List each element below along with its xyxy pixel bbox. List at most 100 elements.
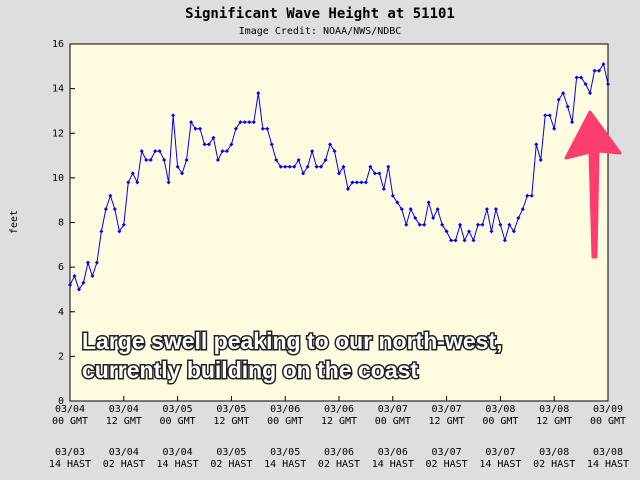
point: [260, 126, 265, 131]
x-tick-label-local: 03/08 14 HAST: [586, 447, 630, 470]
point: [413, 216, 418, 221]
y-tick-label: 2: [58, 351, 64, 362]
point: [601, 62, 606, 67]
x-tick-label-local: 03/04 02 HAST: [102, 447, 145, 470]
x-tick-label: 03/07 00 GMT: [374, 404, 411, 427]
annotation: Large swell peaking to our north-west,: [82, 328, 502, 354]
point: [489, 229, 494, 234]
x-tick-label: 03/07 12 GMT: [428, 404, 465, 427]
point: [395, 200, 400, 205]
point: [139, 149, 144, 154]
point: [117, 229, 122, 234]
point: [81, 280, 86, 285]
point: [76, 287, 81, 292]
point: [99, 229, 104, 234]
point: [543, 113, 548, 118]
x-tick-label-local: 03/08 02 HAST: [533, 447, 576, 470]
point: [484, 207, 489, 212]
x-tick-label: 03/09 00 GMT: [589, 404, 627, 427]
point: [148, 158, 153, 163]
point: [453, 238, 458, 243]
x-tick-label: 03/05 00 GMT: [159, 404, 196, 427]
point: [269, 142, 274, 147]
point: [435, 207, 440, 212]
point: [431, 216, 436, 221]
point: [85, 260, 90, 265]
point: [144, 158, 149, 163]
point: [112, 207, 117, 212]
point: [516, 216, 521, 221]
point: [588, 91, 593, 96]
annotation: currently building on the coast: [82, 357, 418, 383]
point: [538, 158, 543, 163]
point: [404, 222, 409, 227]
point: [72, 274, 77, 279]
point: [310, 149, 315, 154]
point: [422, 222, 427, 227]
x-tick-label: 03/04 00 GMT: [51, 404, 89, 427]
point: [462, 238, 467, 243]
arrow: [564, 110, 622, 259]
point: [354, 180, 359, 185]
plot-area: [69, 43, 609, 402]
point: [502, 238, 507, 243]
chart-subtitle: Image Credit: NOAA/NWS/NDBC: [239, 26, 402, 37]
point: [189, 120, 194, 125]
y-tick-label: 12: [52, 128, 64, 139]
point: [440, 222, 445, 227]
point: [583, 82, 588, 87]
point: [251, 120, 256, 125]
point: [162, 158, 167, 163]
point: [332, 149, 337, 154]
point: [345, 187, 350, 192]
point: [314, 164, 319, 169]
point: [256, 91, 261, 96]
point: [328, 142, 333, 147]
point: [198, 126, 203, 131]
point: [561, 91, 566, 96]
x-tick-label: 03/04 12 GMT: [105, 404, 142, 427]
point: [399, 207, 404, 212]
y-tick-label: 0: [58, 396, 64, 407]
point: [444, 229, 449, 234]
point: [475, 222, 480, 227]
point: [390, 193, 395, 198]
point: [525, 193, 530, 198]
point: [381, 187, 386, 192]
point: [247, 120, 252, 125]
x-tick-label-local: 03/07 02 HAST: [425, 447, 468, 470]
point: [552, 126, 557, 131]
point: [377, 171, 382, 176]
point: [220, 149, 225, 154]
point: [417, 222, 422, 227]
x-tick-label-local: 03/06 02 HAST: [317, 447, 361, 470]
point: [363, 180, 368, 185]
chart-title: Significant Wave Height at 51101: [185, 6, 455, 22]
x-tick-label-local: 03/06 14 HAST: [371, 447, 414, 470]
y-tick-label: 10: [52, 173, 64, 184]
point: [211, 135, 216, 140]
point: [126, 180, 131, 185]
y-tick-label: 8: [58, 218, 64, 229]
x-tick-label: 03/06 12 GMT: [320, 404, 358, 427]
point: [592, 68, 597, 73]
y-tick-label: 4: [58, 307, 64, 318]
point: [579, 75, 584, 80]
x-tick-label-local: 03/03 14 HAST: [48, 447, 92, 470]
x-tick-label: 03/08 12 GMT: [536, 404, 573, 427]
point: [305, 164, 310, 169]
point: [171, 113, 176, 118]
point: [606, 82, 610, 87]
point: [166, 180, 171, 185]
point: [103, 207, 108, 212]
point: [597, 68, 602, 73]
point: [507, 222, 512, 227]
y-tick-label: 14: [52, 84, 64, 95]
x-tick-label-local: 03/04 14 HAST: [156, 447, 199, 470]
point: [292, 164, 297, 169]
point: [296, 158, 301, 163]
point: [287, 164, 292, 169]
point: [90, 274, 95, 279]
point: [206, 142, 211, 147]
point: [184, 158, 189, 163]
